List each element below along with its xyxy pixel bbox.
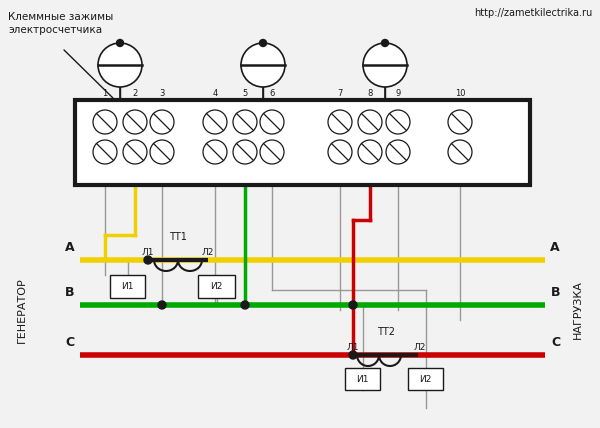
Circle shape xyxy=(233,110,257,134)
Bar xyxy=(75,100,530,185)
Bar xyxy=(345,368,380,390)
Text: И1: И1 xyxy=(356,374,369,383)
Circle shape xyxy=(363,43,407,87)
Circle shape xyxy=(241,43,285,87)
Circle shape xyxy=(358,110,382,134)
Circle shape xyxy=(203,140,227,164)
Text: 6: 6 xyxy=(269,89,275,98)
Text: И2: И2 xyxy=(211,282,223,291)
Bar xyxy=(198,275,235,298)
Text: ГЕНЕРАТОР: ГЕНЕРАТОР xyxy=(17,277,27,343)
Text: Л2: Л2 xyxy=(414,343,426,352)
Text: И2: И2 xyxy=(419,374,431,383)
Text: Л1: Л1 xyxy=(347,343,359,352)
Circle shape xyxy=(382,39,389,47)
Circle shape xyxy=(328,110,352,134)
Circle shape xyxy=(349,351,357,359)
Text: Клеммные зажимы
электросчетчика: Клеммные зажимы электросчетчика xyxy=(8,12,113,35)
Text: http://zametkilectrika.ru: http://zametkilectrika.ru xyxy=(474,8,592,18)
Circle shape xyxy=(328,140,352,164)
Text: C: C xyxy=(65,336,74,349)
Circle shape xyxy=(386,140,410,164)
Circle shape xyxy=(358,140,382,164)
Circle shape xyxy=(123,140,147,164)
Text: B: B xyxy=(65,286,74,299)
Text: Л2: Л2 xyxy=(202,248,214,257)
Text: ТТ2: ТТ2 xyxy=(377,327,395,337)
Circle shape xyxy=(260,140,284,164)
Circle shape xyxy=(448,110,472,134)
Circle shape xyxy=(260,39,266,47)
Text: 10: 10 xyxy=(455,89,465,98)
Circle shape xyxy=(386,110,410,134)
Bar xyxy=(408,368,443,390)
Text: И1: И1 xyxy=(121,282,134,291)
Circle shape xyxy=(241,301,249,309)
Circle shape xyxy=(233,140,257,164)
Text: 8: 8 xyxy=(367,89,373,98)
Circle shape xyxy=(123,110,147,134)
Text: C: C xyxy=(551,336,560,349)
Text: A: A xyxy=(65,241,74,254)
Text: 7: 7 xyxy=(337,89,343,98)
Circle shape xyxy=(116,39,124,47)
Circle shape xyxy=(203,110,227,134)
Text: 9: 9 xyxy=(395,89,401,98)
Circle shape xyxy=(93,110,117,134)
Text: 5: 5 xyxy=(242,89,248,98)
Text: A: A xyxy=(550,241,560,254)
Circle shape xyxy=(158,301,166,309)
Circle shape xyxy=(349,301,357,309)
Circle shape xyxy=(448,140,472,164)
Bar xyxy=(110,275,145,298)
Circle shape xyxy=(260,110,284,134)
Text: B: B xyxy=(551,286,560,299)
Circle shape xyxy=(144,256,152,264)
Text: Л1: Л1 xyxy=(142,248,154,257)
Text: НАГРУЗКА: НАГРУЗКА xyxy=(573,281,583,339)
Circle shape xyxy=(98,43,142,87)
Circle shape xyxy=(93,140,117,164)
Text: 3: 3 xyxy=(160,89,164,98)
Text: 1: 1 xyxy=(103,89,107,98)
Text: ТТ1: ТТ1 xyxy=(169,232,187,242)
Circle shape xyxy=(150,140,174,164)
Text: 2: 2 xyxy=(133,89,137,98)
Text: 4: 4 xyxy=(212,89,218,98)
Circle shape xyxy=(150,110,174,134)
